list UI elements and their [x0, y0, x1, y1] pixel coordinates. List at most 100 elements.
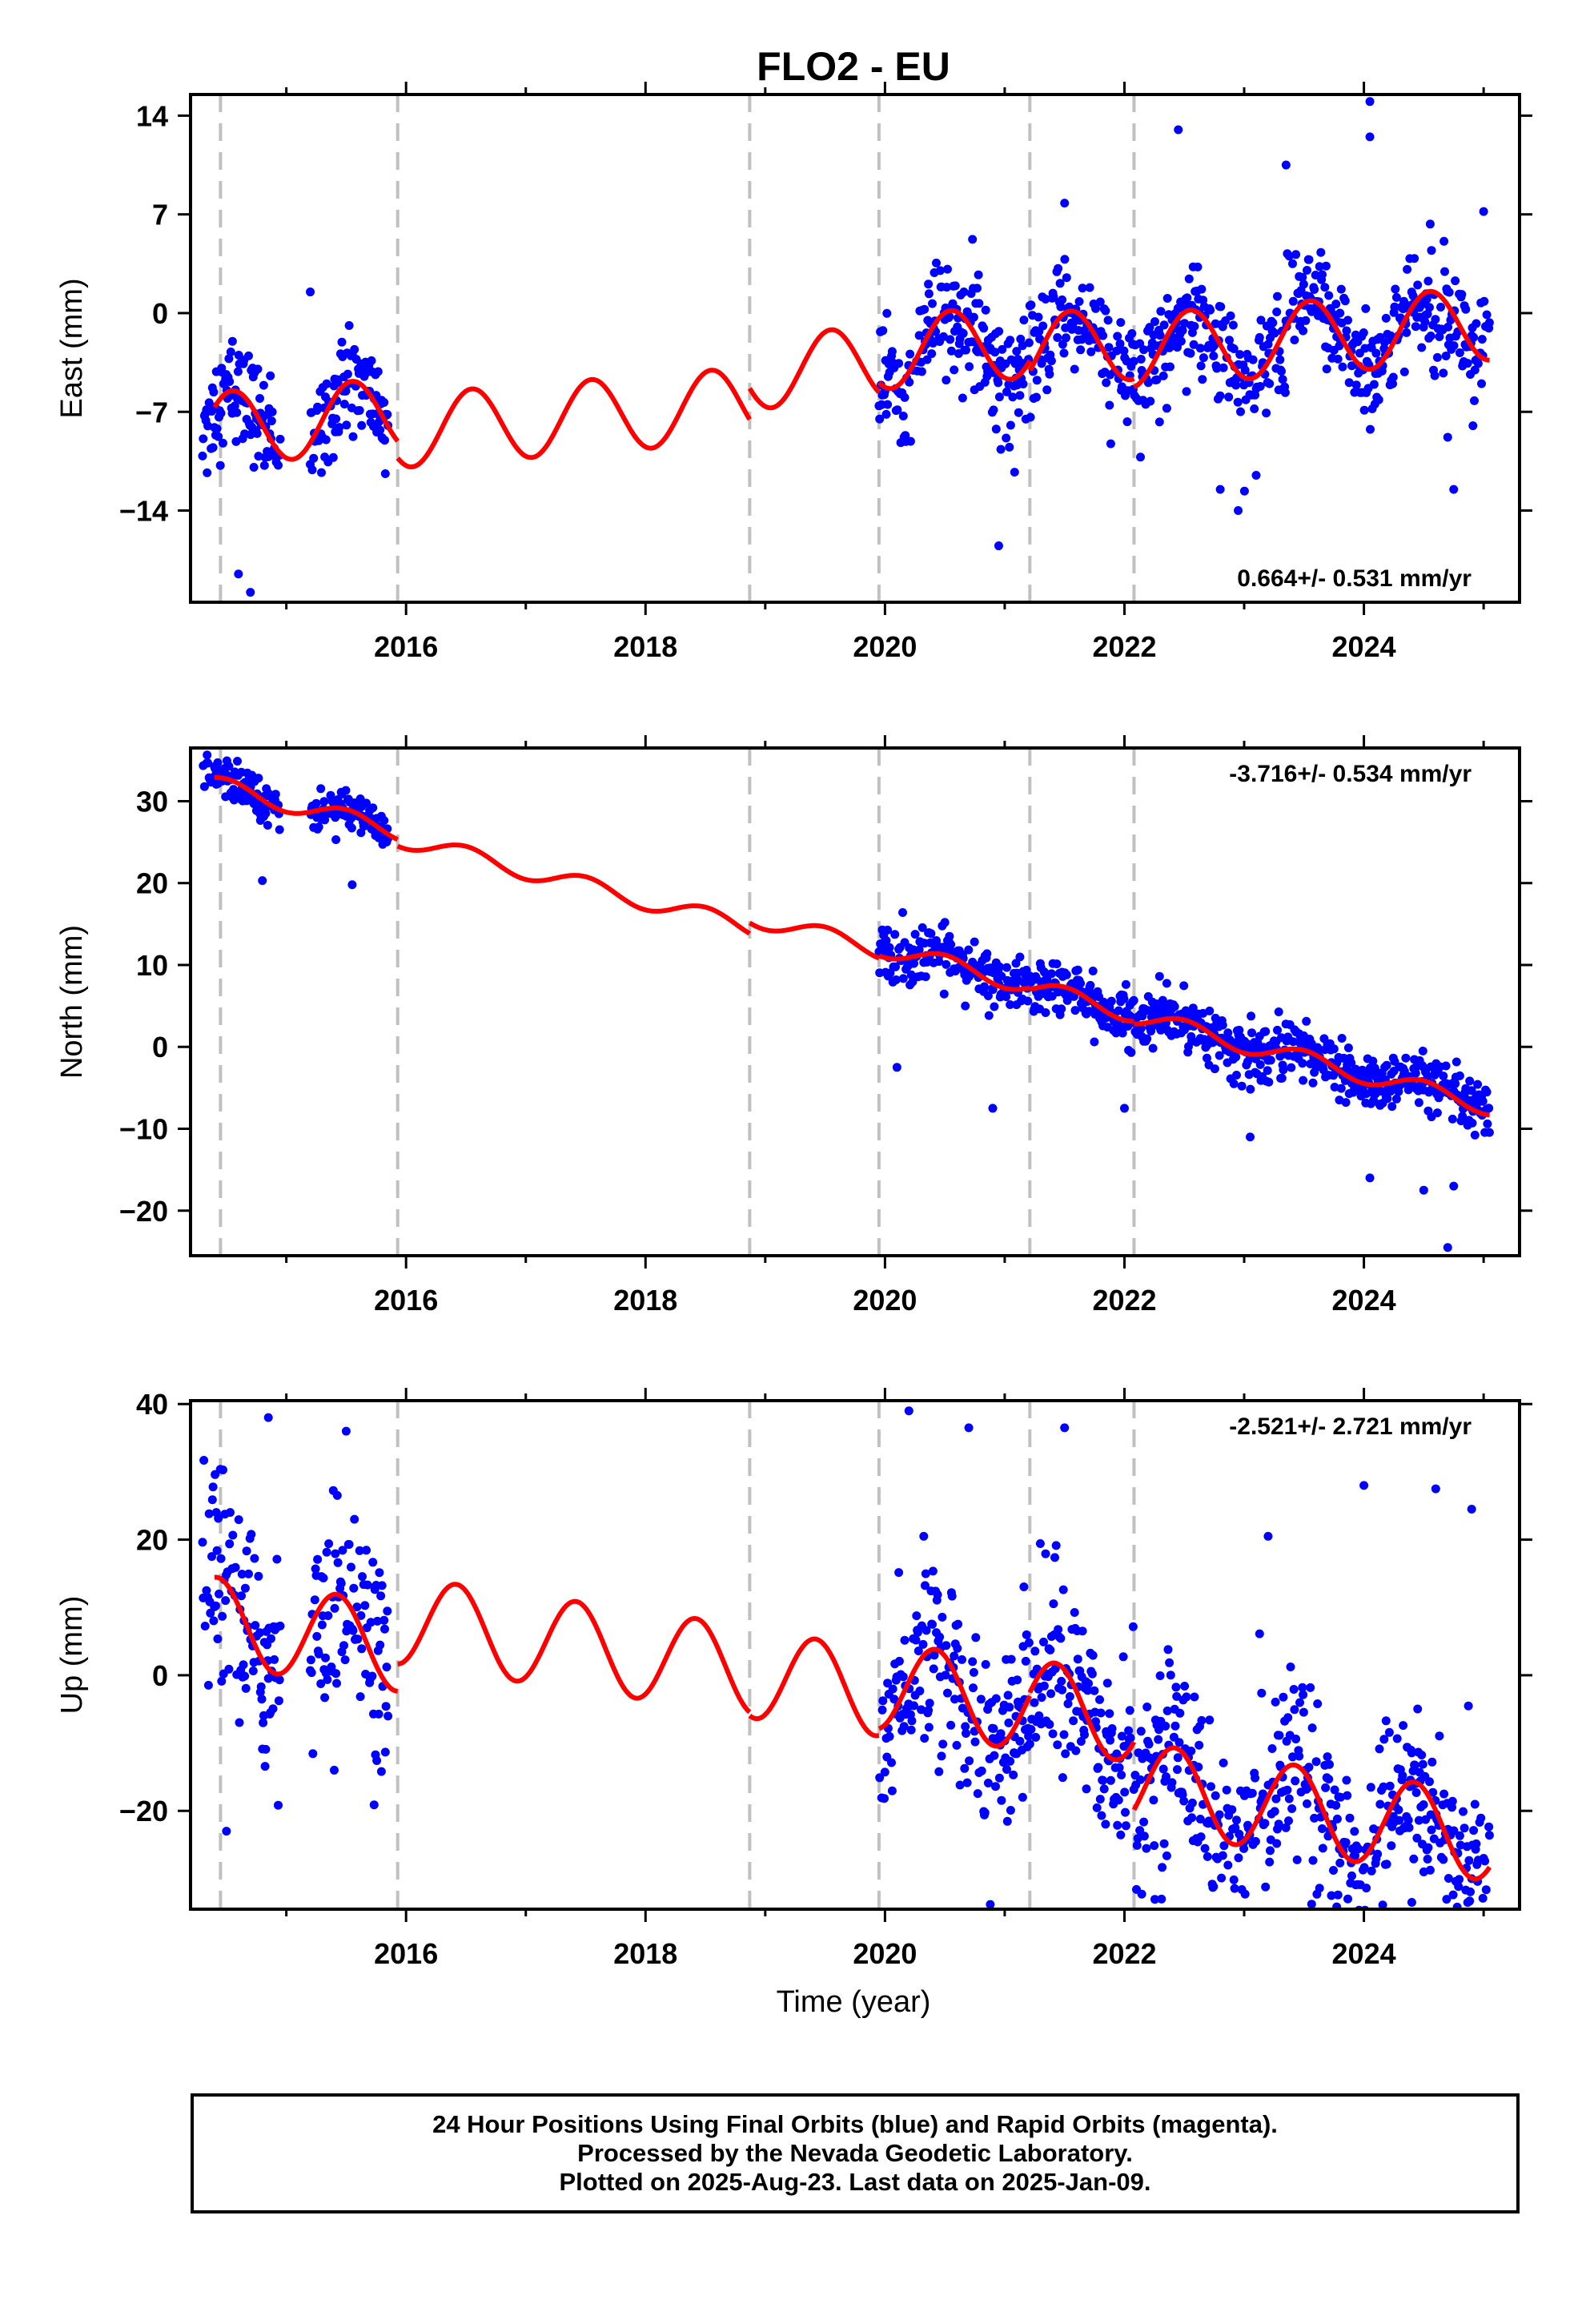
data-point — [1428, 1787, 1438, 1797]
y-tick-label: 40 — [136, 1388, 168, 1421]
data-point — [1228, 320, 1238, 330]
data-point — [374, 1709, 383, 1719]
data-point — [333, 378, 343, 388]
data-point — [1273, 292, 1282, 301]
data-point — [1059, 1730, 1069, 1739]
data-point — [926, 929, 936, 939]
data-point — [1015, 1736, 1025, 1746]
data-point — [1311, 1757, 1321, 1767]
y-tick-label: 7 — [152, 199, 168, 231]
data-point — [942, 283, 952, 292]
data-point — [990, 348, 1000, 357]
data-point — [267, 407, 277, 416]
data-point — [1172, 1691, 1182, 1701]
data-point — [1073, 1655, 1082, 1664]
data-point — [1468, 421, 1478, 431]
data-point — [1432, 1108, 1442, 1118]
data-point — [913, 1647, 923, 1655]
data-point — [1347, 1058, 1356, 1068]
data-point — [1069, 991, 1078, 1001]
data-point — [1274, 1819, 1283, 1829]
data-point — [1011, 959, 1021, 968]
data-point — [267, 1634, 275, 1643]
data-point — [1342, 1775, 1351, 1785]
data-point — [1058, 1773, 1067, 1783]
data-point — [928, 1566, 938, 1576]
data-point — [950, 1695, 959, 1704]
data-point — [202, 1586, 211, 1595]
data-point — [906, 1725, 916, 1735]
data-point — [928, 299, 937, 308]
data-point — [1427, 246, 1436, 255]
data-point — [1060, 199, 1070, 208]
data-point — [1103, 316, 1113, 325]
model-segment-1 — [214, 1574, 398, 1694]
data-point — [932, 258, 941, 267]
data-point — [1381, 1716, 1391, 1726]
data-point — [1341, 1838, 1351, 1848]
data-point — [199, 434, 208, 444]
data-point — [883, 925, 893, 935]
data-point — [1411, 322, 1420, 332]
data-point — [945, 312, 954, 321]
data-point — [1417, 343, 1427, 352]
data-point — [910, 930, 920, 939]
data-point — [962, 345, 970, 355]
data-point — [1086, 347, 1096, 356]
data-point — [1026, 300, 1036, 310]
data-point — [1324, 291, 1334, 300]
data-point — [962, 1778, 972, 1787]
data-point — [1288, 259, 1297, 268]
data-point — [1009, 1770, 1018, 1779]
data-point — [272, 1554, 282, 1564]
data-point — [1295, 1751, 1304, 1761]
data-point — [1215, 485, 1225, 494]
data-point — [1237, 1081, 1247, 1091]
data-point — [1195, 344, 1205, 353]
data-point — [1390, 302, 1399, 312]
data-point — [1414, 1815, 1423, 1825]
data-point — [1050, 1553, 1059, 1562]
data-point — [1196, 1832, 1206, 1842]
x-tick-label: 2018 — [613, 1284, 677, 1317]
data-point — [380, 436, 389, 445]
data-point — [1190, 322, 1199, 331]
data-point — [1461, 304, 1471, 314]
data-point — [1366, 1783, 1375, 1792]
data-point — [891, 975, 901, 984]
data-point — [1359, 1863, 1369, 1872]
data-point — [225, 377, 235, 386]
data-point — [1042, 385, 1052, 395]
data-point — [969, 312, 978, 322]
data-point — [1455, 1875, 1464, 1884]
data-point — [1283, 1785, 1292, 1795]
data-point — [1207, 1782, 1215, 1791]
footer-line-orbits: 24 Hour Positions Using Final Orbits (bl… — [432, 2110, 1278, 2138]
data-point — [275, 1621, 285, 1630]
data-point — [1231, 1052, 1241, 1062]
data-point — [1443, 322, 1453, 332]
data-point — [375, 1640, 385, 1650]
data-point — [349, 1583, 359, 1593]
data-point — [973, 1789, 982, 1799]
data-point — [274, 1800, 283, 1810]
data-point — [1099, 1784, 1109, 1794]
data-point — [878, 326, 888, 336]
data-point — [1422, 295, 1431, 304]
data-point — [1423, 1855, 1432, 1864]
data-point — [883, 1679, 893, 1688]
data-point — [1083, 1686, 1093, 1695]
x-tick-label: 2016 — [374, 1284, 438, 1317]
data-point — [1002, 992, 1011, 1002]
data-point — [1117, 1731, 1126, 1741]
x-tick-label: 2018 — [613, 1937, 677, 1970]
data-point — [1018, 380, 1028, 388]
data-point — [348, 1626, 358, 1635]
data-point — [366, 1618, 375, 1627]
data-point — [333, 1558, 343, 1567]
data-point — [254, 1571, 263, 1581]
data-point — [367, 356, 376, 365]
data-point — [1308, 1856, 1318, 1865]
data-point — [1329, 1866, 1338, 1875]
data-point — [1211, 1791, 1220, 1800]
